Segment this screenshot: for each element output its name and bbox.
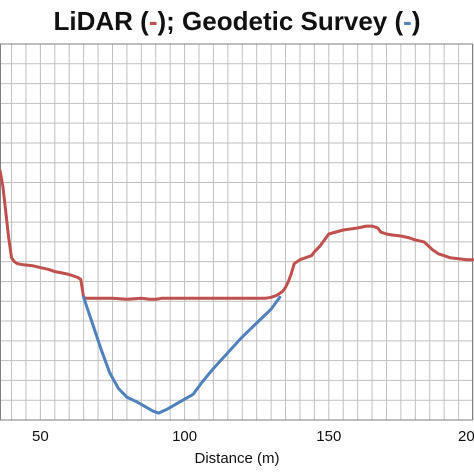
- x-tick-label: 150: [316, 428, 341, 445]
- tick-layer: 50 100 150 200: [32, 428, 474, 445]
- chart-title-part-1: -: [149, 6, 158, 36]
- chart-title: LiDAR (-); Geodetic Survey (-): [54, 6, 421, 36]
- chart-title-part-2: ); Geodetic Survey (: [158, 6, 404, 36]
- series-line-lidar: [0, 169, 474, 301]
- chart-title-part-3: -: [403, 6, 412, 36]
- x-tick-label: 100: [172, 428, 197, 445]
- chart-title-part-4: ): [412, 6, 421, 36]
- series-line-geodetic-survey: [82, 295, 282, 415]
- x-tick-label: 50: [32, 428, 49, 445]
- grid-layer: [0, 43, 474, 421]
- x-tick-label: 200: [458, 428, 474, 445]
- chart-title-part-0: LiDAR (: [54, 6, 150, 36]
- x-axis-label: Distance (m): [194, 450, 279, 467]
- series-layer: [0, 169, 474, 415]
- plot-border: [0, 43, 473, 421]
